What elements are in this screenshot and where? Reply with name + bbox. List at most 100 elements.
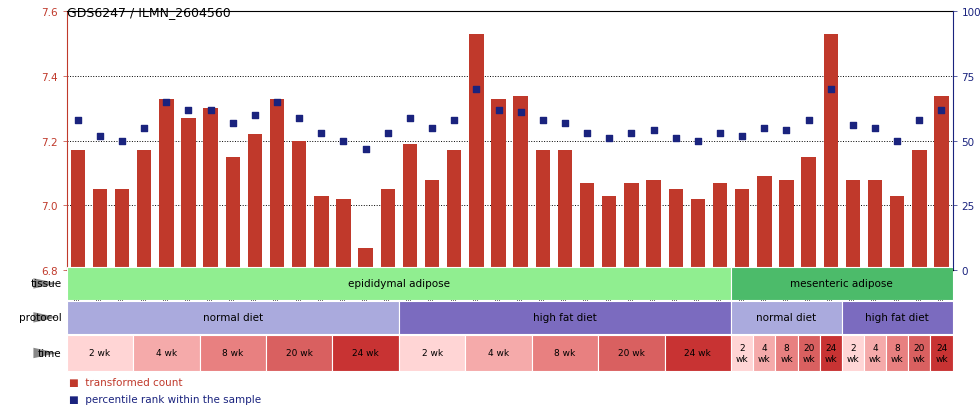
Bar	[624, 183, 639, 413]
Point	[757, 125, 772, 132]
Point	[291, 115, 307, 121]
Bar	[200, 335, 266, 371]
Text: high fat diet: high fat diet	[533, 313, 597, 323]
Bar	[469, 35, 483, 413]
Text: 2 wk: 2 wk	[89, 349, 111, 358]
Bar	[842, 301, 953, 334]
Point	[579, 131, 595, 137]
Bar	[336, 199, 351, 413]
Point	[225, 120, 241, 127]
Point	[335, 138, 352, 145]
Bar	[802, 158, 815, 413]
Bar	[115, 190, 129, 413]
Point	[690, 138, 706, 145]
Text: 20 wk: 20 wk	[618, 349, 645, 358]
Point	[70, 117, 85, 124]
Bar	[842, 335, 864, 371]
Bar	[754, 335, 775, 371]
Bar	[181, 119, 196, 413]
Point	[890, 138, 906, 145]
Bar	[668, 190, 683, 413]
Bar	[399, 335, 465, 371]
Bar	[315, 196, 328, 413]
Point	[424, 125, 440, 132]
Text: tissue: tissue	[30, 279, 62, 289]
Point	[468, 87, 484, 93]
Point	[734, 133, 750, 140]
Bar	[359, 248, 372, 413]
Point	[159, 100, 174, 106]
Bar	[93, 190, 107, 413]
Point	[712, 131, 728, 137]
Text: 4
wk: 4 wk	[758, 344, 770, 363]
Point	[314, 131, 329, 137]
Bar	[819, 335, 842, 371]
Polygon shape	[33, 278, 58, 289]
Bar	[712, 183, 727, 413]
Point	[845, 123, 860, 129]
Bar	[823, 35, 838, 413]
Point	[934, 107, 950, 114]
Polygon shape	[33, 312, 58, 323]
Text: 20
wk: 20 wk	[913, 344, 926, 363]
Point	[491, 107, 507, 114]
Point	[247, 112, 263, 119]
Point	[180, 107, 196, 114]
Text: normal diet: normal diet	[757, 313, 816, 323]
Bar	[908, 335, 930, 371]
Bar	[846, 180, 860, 413]
Text: ■  transformed count: ■ transformed count	[69, 377, 182, 387]
Text: normal diet: normal diet	[203, 313, 263, 323]
Bar	[691, 199, 705, 413]
Bar	[558, 151, 572, 413]
Point	[358, 146, 373, 152]
Text: GDS6247 / ILMN_2604560: GDS6247 / ILMN_2604560	[67, 6, 230, 19]
Bar	[204, 109, 218, 413]
Bar	[731, 301, 842, 334]
Point	[270, 100, 285, 106]
Bar	[580, 183, 594, 413]
Text: 8 wk: 8 wk	[555, 349, 575, 358]
Bar	[266, 335, 332, 371]
Text: mesenteric adipose: mesenteric adipose	[791, 279, 893, 289]
Point	[801, 117, 816, 124]
Text: 24
wk: 24 wk	[824, 344, 837, 363]
Bar	[798, 335, 819, 371]
Point	[646, 128, 662, 135]
Bar	[934, 96, 949, 413]
Text: 24
wk: 24 wk	[935, 344, 948, 363]
Polygon shape	[33, 348, 58, 358]
Text: epididymal adipose: epididymal adipose	[348, 279, 450, 289]
Text: high fat diet: high fat diet	[865, 313, 929, 323]
Point	[114, 138, 129, 145]
Point	[380, 131, 396, 137]
Bar	[332, 335, 399, 371]
Bar	[67, 301, 399, 334]
Text: 4
wk: 4 wk	[868, 344, 881, 363]
Bar	[137, 151, 151, 413]
Bar	[270, 100, 284, 413]
Text: 8
wk: 8 wk	[891, 344, 904, 363]
Point	[447, 117, 463, 124]
Point	[867, 125, 883, 132]
Bar	[886, 335, 908, 371]
Text: 2
wk: 2 wk	[736, 344, 749, 363]
Text: 4 wk: 4 wk	[156, 349, 176, 358]
Bar	[912, 151, 926, 413]
Bar	[514, 96, 528, 413]
Point	[558, 120, 573, 127]
Point	[668, 135, 684, 142]
Bar	[380, 190, 395, 413]
Bar	[532, 335, 598, 371]
Bar	[399, 301, 731, 334]
Bar	[602, 196, 616, 413]
Point	[823, 87, 839, 93]
Point	[911, 117, 927, 124]
Text: 24 wk: 24 wk	[352, 349, 379, 358]
Text: 24 wk: 24 wk	[684, 349, 711, 358]
Bar	[159, 100, 173, 413]
Text: protocol: protocol	[19, 313, 62, 323]
Point	[513, 110, 528, 116]
Text: 20
wk: 20 wk	[803, 344, 815, 363]
Bar	[731, 335, 754, 371]
